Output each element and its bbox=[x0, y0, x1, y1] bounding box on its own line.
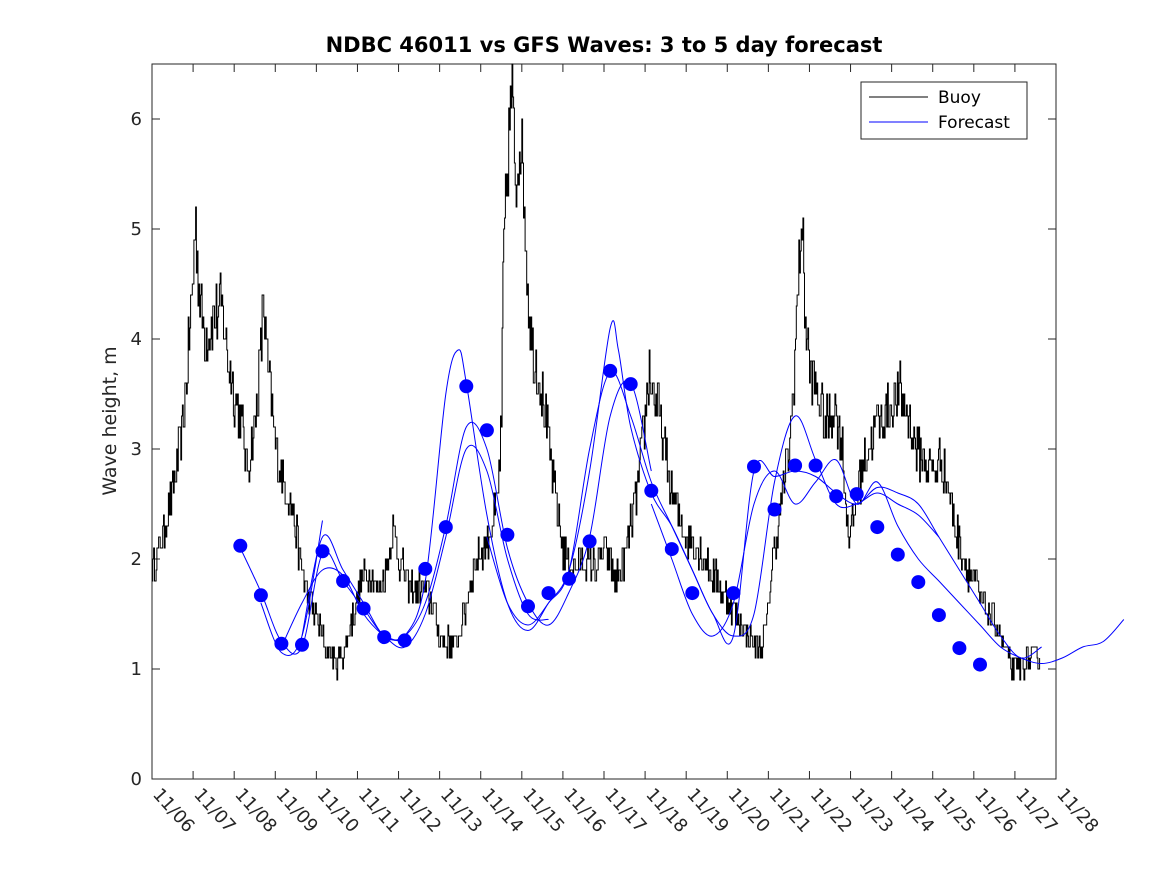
forecast-marker bbox=[829, 489, 844, 504]
forecast-marker bbox=[767, 502, 782, 517]
forecast-run-line-3 bbox=[280, 444, 549, 649]
forecast-marker bbox=[726, 586, 741, 601]
forecast-marker bbox=[582, 534, 597, 549]
forecast-marker bbox=[788, 458, 803, 473]
forecast-marker bbox=[849, 487, 864, 502]
forecast-marker bbox=[438, 520, 453, 535]
forecast-marker bbox=[315, 544, 330, 559]
plot-area bbox=[151, 63, 1057, 780]
legend-box bbox=[860, 81, 1028, 140]
y-tick-label: 0 bbox=[131, 769, 142, 790]
y-tick-label: 1 bbox=[131, 659, 142, 680]
forecast-marker bbox=[274, 636, 289, 651]
forecast-marker bbox=[336, 574, 351, 588]
forecast-marker bbox=[973, 657, 987, 672]
forecast-marker bbox=[418, 561, 433, 576]
y-tick-label: 2 bbox=[131, 549, 142, 570]
chart-title: NDBC 46011 vs GFS Waves: 3 to 5 day fore… bbox=[326, 33, 883, 57]
forecast-run-line-7 bbox=[650, 459, 1125, 665]
forecast-run-line-6 bbox=[486, 371, 1042, 659]
forecast-marker bbox=[397, 633, 412, 648]
forecast-marker bbox=[562, 571, 577, 586]
legend-label-forecast: Forecast bbox=[938, 113, 1010, 133]
y-axis: 0 1 2 3 4 5 6 bbox=[131, 109, 1056, 790]
forecast-marker bbox=[500, 527, 515, 542]
forecast-marker bbox=[685, 586, 700, 601]
forecast-marker bbox=[459, 379, 474, 394]
forecast-marker bbox=[603, 363, 618, 378]
y-tick-label: 5 bbox=[131, 219, 142, 240]
forecast-marker bbox=[870, 520, 885, 535]
forecast-marker bbox=[664, 542, 679, 557]
forecast-marker bbox=[253, 588, 268, 603]
y-axis-label: Wave height, m bbox=[99, 346, 121, 495]
forecast-marker bbox=[747, 459, 761, 474]
legend: Buoy Forecast bbox=[860, 81, 1028, 140]
plot-content bbox=[152, 63, 1125, 681]
forecast-marker bbox=[623, 377, 638, 392]
y-tick-label: 3 bbox=[131, 439, 142, 460]
forecast-run-line-4 bbox=[301, 380, 652, 641]
y-tick-label: 4 bbox=[131, 329, 142, 350]
forecast-marker bbox=[644, 483, 659, 498]
forecast-marker bbox=[233, 538, 248, 553]
forecast-run-line-2 bbox=[260, 520, 323, 656]
forecast-marker bbox=[808, 458, 823, 473]
forecast-marker bbox=[952, 641, 967, 656]
forecast-marker bbox=[911, 575, 926, 590]
forecast-marker bbox=[931, 608, 946, 623]
forecast-marker bbox=[521, 599, 535, 614]
buoy-series-line bbox=[152, 63, 1041, 681]
forecast-marker bbox=[356, 601, 371, 616]
forecast-marker bbox=[295, 637, 309, 652]
y-tick-label: 6 bbox=[131, 109, 142, 130]
forecast-marker bbox=[541, 586, 556, 601]
forecast-marker bbox=[890, 547, 905, 562]
forecast-marker bbox=[377, 630, 392, 645]
legend-label-buoy: Buoy bbox=[938, 88, 981, 108]
forecast-marker bbox=[479, 423, 494, 438]
